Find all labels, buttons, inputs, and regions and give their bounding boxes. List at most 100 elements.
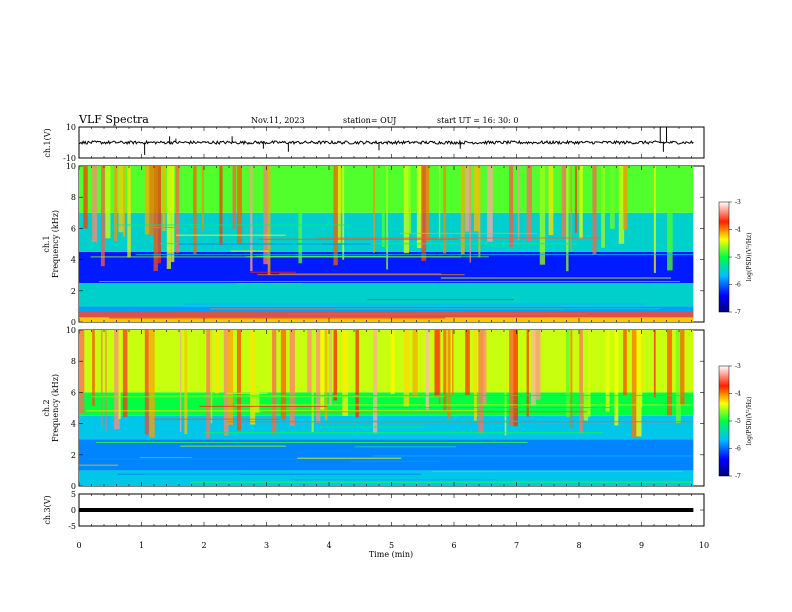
spectrogram-streak (263, 166, 269, 265)
x-tick-label: 2 (201, 541, 206, 550)
spectrogram-line (96, 441, 528, 443)
spectrogram-line (178, 243, 371, 245)
spectrogram-streak (122, 166, 125, 237)
spectrogram-line (86, 410, 478, 412)
spectrogram-streak (561, 166, 567, 237)
y-tick-label: 4 (71, 256, 76, 265)
y-tick-label: 10 (66, 123, 76, 132)
spectrogram-streak (210, 330, 213, 424)
spectrogram-streak (100, 166, 105, 267)
spectrogram-band (79, 439, 694, 471)
station-label: station= OUJ (343, 116, 396, 125)
spectrogram-line (279, 273, 442, 275)
colorbar-tick-label: -5 (735, 418, 741, 425)
spectrogram-streak (149, 330, 155, 438)
ch1-colorbar (718, 201, 730, 313)
spectrogram-line (230, 250, 269, 252)
spectrogram-band (79, 330, 694, 393)
y-tick-label: 10 (66, 162, 76, 171)
y-tick-label: 6 (71, 224, 76, 233)
spectrogram-streak (478, 166, 481, 258)
spectrogram-line (109, 317, 446, 319)
spectrogram-streak (605, 330, 610, 412)
spectrogram-streak (566, 330, 570, 418)
y-tick-label: 6 (71, 388, 76, 397)
spectrogram-streak (513, 330, 518, 427)
spectrogram-streak (473, 166, 480, 232)
y-tick-label: 0 (71, 318, 76, 327)
spectrogram-streak (618, 166, 625, 244)
spectrogram-streak (355, 330, 359, 418)
spectrogram-line (431, 470, 683, 472)
spectrogram-line (234, 404, 692, 406)
ch2-colorbar (718, 365, 730, 477)
spectrogram-streak (631, 330, 638, 438)
spectrogram-streak (320, 330, 325, 410)
ch3-waveform-ylabel: ch.3(V) (43, 495, 52, 524)
spectrogram-line (297, 457, 402, 459)
spectrogram-line (88, 458, 300, 460)
spectrogram-line (290, 479, 496, 481)
spectrogram-line (350, 460, 441, 462)
ch1-spectrogram-ylabel: Frequency (kHz) (51, 210, 60, 278)
spectrogram-streak (289, 330, 295, 426)
spectrogram-streak (100, 330, 103, 427)
spectrogram-line (226, 392, 268, 394)
ch1-colorbar-label: log(PSD)(V²/Hz) (746, 233, 753, 282)
spectrogram-line (79, 464, 118, 466)
spectrogram-streak (623, 330, 627, 396)
y-tick-label: 5 (71, 490, 76, 499)
spectrogram-line (354, 446, 456, 448)
spectrogram-streak (175, 166, 180, 253)
spectrogram-streak (184, 330, 188, 435)
colorbar-tick-label: -3 (735, 363, 741, 370)
spectrogram-streak (280, 330, 287, 420)
spectrogram-line (285, 394, 694, 396)
spectrogram-streak (667, 166, 673, 271)
spectrogram-streak (566, 166, 569, 272)
spectrogram-line (358, 407, 612, 409)
spectrogram-streak (236, 166, 243, 244)
spectrogram-streak (333, 166, 338, 266)
spectrogram-streak (83, 166, 88, 229)
spectrogram-streak (144, 166, 150, 235)
spectrogram-line (135, 253, 694, 255)
spectrogram-streak (153, 166, 158, 271)
spectrogram-streak (373, 330, 378, 434)
spectrogram-line (336, 308, 661, 310)
spectrogram-streak (215, 330, 219, 394)
spectrogram-streak (250, 166, 253, 272)
spectrogram-streak (236, 330, 242, 431)
spectrogram-line (199, 405, 328, 407)
spectrogram-streak (570, 330, 573, 429)
spectrogram-streak (403, 166, 410, 254)
spectrogram-streak (473, 330, 477, 422)
spectrogram-streak (92, 330, 95, 406)
spectrogram-line (180, 445, 286, 447)
spectrogram-streak (667, 330, 673, 416)
spectrogram-streak (531, 330, 536, 406)
spectrogram-streak (122, 330, 128, 417)
spectrogram-streak (675, 330, 681, 424)
ch2-colorbar-label: log(PSD)(V²/Hz) (746, 397, 753, 446)
y-tick-label: -5 (68, 522, 76, 531)
spectrogram-streak (504, 330, 507, 436)
colorbar-tick-label: -6 (735, 446, 741, 453)
spectrogram-streak (386, 166, 389, 270)
spectrogram-line (317, 237, 601, 239)
y-tick-label: 2 (71, 287, 76, 296)
y-tick-label: 0 (71, 482, 76, 491)
spectrogram-streak (105, 166, 111, 239)
spectrogram-streak (535, 330, 541, 400)
spectrogram-streak (434, 330, 440, 397)
spectrogram-streak (157, 166, 161, 264)
spectrogram-streak (614, 330, 619, 426)
spectrogram-streak (79, 330, 85, 414)
spectrogram-line (144, 474, 240, 476)
spectrogram-streak (114, 330, 120, 430)
spectrogram-band (79, 283, 694, 307)
y-tick-label: -10 (63, 154, 76, 163)
spectrogram-streak (443, 166, 447, 254)
spectrogram-streak (478, 330, 484, 434)
